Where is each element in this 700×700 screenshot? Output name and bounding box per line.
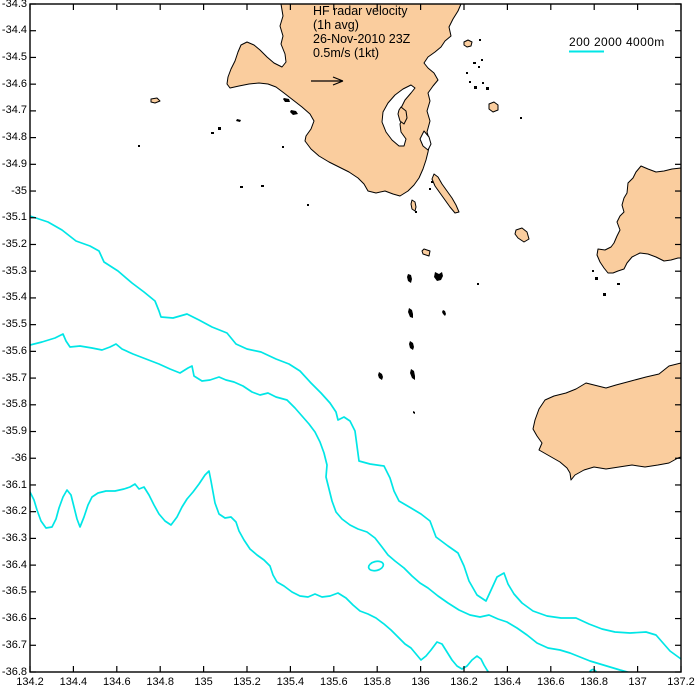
y-tick-label: -36.1 <box>1 478 27 491</box>
x-tick-label: 135.2 <box>233 676 261 688</box>
y-tick-label: -35 <box>11 184 27 197</box>
island-small-3 <box>421 248 431 257</box>
axis-ticks <box>29 3 682 673</box>
y-tick-label: -34.9 <box>1 157 27 170</box>
y-tick-label: -35.7 <box>1 371 27 384</box>
island-small-4 <box>150 97 161 104</box>
annotation-datetime: 26-Nov-2010 23Z <box>313 32 411 46</box>
x-tick-label: 134.6 <box>103 676 131 688</box>
y-tick-label: -34.3 <box>1 0 27 10</box>
legend-depth-labels: 200 2000 4000m <box>569 35 665 49</box>
depth-contour-200m <box>30 215 681 660</box>
landmass-bottom-right-island <box>532 362 681 481</box>
x-tick-label: 136.4 <box>493 676 522 688</box>
x-tick-label: 136.6 <box>537 676 565 688</box>
x-tick-label: 135.8 <box>363 676 391 688</box>
islet-layer <box>138 39 620 414</box>
y-tick-label: -36.5 <box>1 585 27 598</box>
y-tick-label: -36 <box>11 451 27 464</box>
y-tick-label: -36.7 <box>1 638 27 651</box>
y-tick-label: -35.3 <box>1 264 27 277</box>
axes-frame <box>29 3 682 673</box>
depth-contour-4000m <box>30 470 490 672</box>
islet-chain <box>378 272 446 414</box>
annotation-scale: 0.5m/s (1kt) <box>313 46 379 60</box>
x-tick-label: 134.8 <box>146 676 174 688</box>
y-tick-label: -34.4 <box>1 24 27 37</box>
landmass-main-peninsula <box>226 4 462 197</box>
y-tick-label: -34.7 <box>1 104 27 117</box>
x-tick-label: 135.4 <box>276 676 305 688</box>
y-tick-label: -36.4 <box>1 558 27 571</box>
y-tick-label: -35.4 <box>1 291 27 304</box>
map-annotation: HF radar velocity (1h avg) 26-Nov-2010 2… <box>313 4 410 60</box>
y-tick-label: -35.9 <box>1 425 27 437</box>
x-tick-label: 136 <box>411 676 430 688</box>
x-tick-label: 136.8 <box>580 676 608 688</box>
island-small-5 <box>410 199 417 212</box>
depth-contour-layer <box>30 215 681 672</box>
annotation-title: HF radar velocity <box>313 4 408 18</box>
bay-inlet-small <box>419 130 432 151</box>
x-tick-label: 137 <box>628 676 647 688</box>
x-tick-label: 136.2 <box>450 676 478 688</box>
y-tick-label: -36.8 <box>1 665 27 678</box>
y-tick-label: -35.5 <box>1 318 27 331</box>
island-wedge <box>514 227 530 243</box>
y-tick-label: -36.2 <box>1 505 27 518</box>
x-tick-label: 135 <box>194 676 213 688</box>
y-tick-label: -35.6 <box>1 344 27 357</box>
island-in-bay <box>397 106 408 125</box>
x-tick-label: 134.4 <box>59 676 88 688</box>
y-tick-label: -35.1 <box>1 211 27 224</box>
y-tick-label: -34.6 <box>1 77 27 90</box>
y-tick-label: -34.8 <box>1 131 27 144</box>
landmass-top-right <box>596 165 681 274</box>
annotation-average: (1h avg) <box>313 18 359 32</box>
x-tick-label: 137.2 <box>667 676 695 688</box>
y-tick-label: -35.8 <box>1 398 27 411</box>
depth-contour-2000m <box>30 333 631 672</box>
island-small-2 <box>463 39 473 48</box>
x-tick-label: 134.2 <box>16 676 44 688</box>
island-small-1 <box>488 101 499 113</box>
depth-contour-closed-ring <box>367 560 385 572</box>
y-tick-label: -35.2 <box>1 238 27 250</box>
y-tick-label: -34.5 <box>1 50 27 63</box>
velocity-scale-arrow <box>311 76 344 86</box>
y-tick-label: -36.6 <box>1 612 27 625</box>
land-layer <box>150 4 681 481</box>
island-elongated <box>431 173 460 214</box>
y-tick-label: -36.3 <box>1 531 27 544</box>
x-tick-label: 135.6 <box>320 676 348 688</box>
